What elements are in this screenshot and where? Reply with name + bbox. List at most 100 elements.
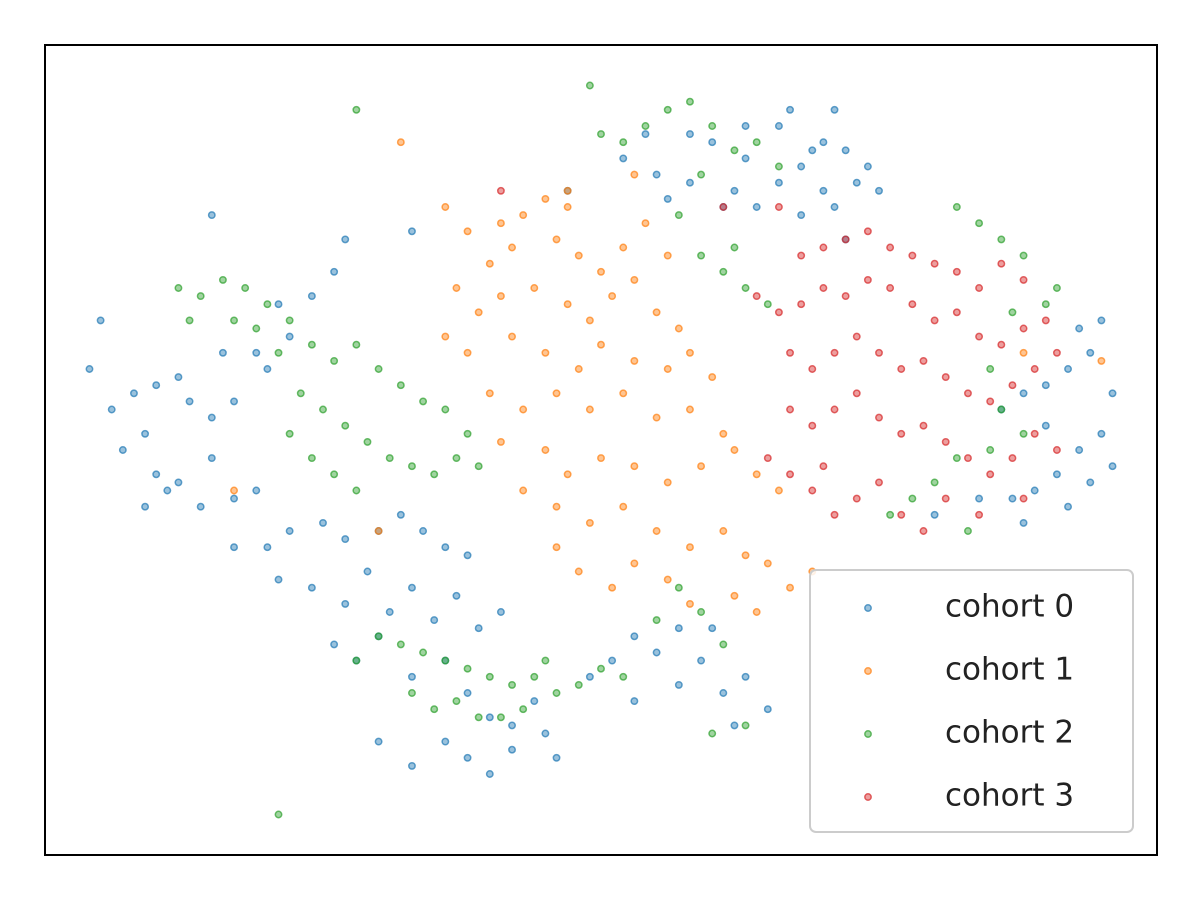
point (330, 267, 339, 276)
point (1019, 324, 1028, 333)
point (875, 478, 883, 487)
point (774, 203, 783, 211)
point (741, 672, 750, 681)
point (919, 527, 928, 535)
point (274, 810, 283, 819)
point (930, 259, 939, 268)
point (875, 186, 883, 195)
point (652, 413, 661, 422)
point (363, 437, 372, 446)
point (419, 527, 428, 535)
point (485, 713, 494, 722)
point (619, 672, 628, 681)
point (163, 486, 172, 495)
point (574, 680, 583, 689)
point (930, 510, 939, 519)
point (630, 275, 639, 284)
point (763, 454, 772, 463)
point (563, 300, 572, 309)
point (697, 251, 706, 260)
point (185, 397, 194, 406)
point (485, 672, 494, 681)
point (830, 510, 839, 519)
point (686, 599, 694, 608)
point (352, 340, 361, 349)
point (1019, 429, 1028, 438)
point (85, 365, 94, 373)
point (597, 340, 605, 349)
point (630, 462, 639, 471)
point (408, 462, 416, 471)
point (964, 389, 972, 398)
point (574, 365, 583, 373)
point (808, 365, 817, 373)
point (952, 308, 961, 317)
point (697, 608, 706, 616)
point (830, 405, 839, 414)
point (997, 259, 1006, 268)
point (819, 243, 828, 252)
point (508, 680, 516, 689)
point (385, 454, 394, 463)
point (897, 510, 906, 519)
point (585, 518, 594, 527)
point (752, 138, 761, 147)
point (252, 324, 261, 333)
point (419, 648, 428, 657)
point (774, 486, 783, 495)
point (307, 292, 316, 301)
point (352, 105, 361, 114)
point (630, 632, 639, 641)
point (330, 640, 339, 649)
point (674, 680, 683, 689)
point (997, 405, 1006, 414)
point (496, 437, 505, 446)
point (886, 284, 895, 292)
point (496, 608, 505, 616)
point (841, 235, 850, 244)
point (908, 251, 917, 260)
point (919, 356, 928, 365)
point (508, 721, 516, 730)
point (463, 348, 472, 357)
point (830, 105, 839, 114)
point (1008, 454, 1017, 463)
point (441, 737, 450, 746)
point (363, 567, 372, 576)
point (652, 308, 661, 317)
point (474, 462, 483, 471)
point (952, 454, 961, 463)
point (752, 470, 761, 479)
point (975, 284, 984, 292)
point (663, 575, 672, 584)
plot-frame (44, 44, 1158, 856)
point (319, 405, 327, 414)
point (408, 227, 416, 236)
point (474, 624, 483, 633)
point (519, 705, 528, 714)
point (919, 421, 928, 430)
point (852, 389, 861, 398)
point (408, 689, 416, 697)
point (207, 454, 216, 463)
point (641, 130, 650, 139)
point (708, 138, 717, 147)
point (485, 259, 494, 268)
point (930, 316, 939, 325)
point (541, 446, 550, 454)
point (719, 267, 728, 276)
point (619, 389, 628, 398)
point (830, 348, 839, 357)
point (741, 284, 750, 292)
point (230, 543, 238, 552)
point (986, 397, 995, 406)
point (852, 178, 861, 187)
point (352, 486, 361, 495)
point (952, 203, 961, 211)
point (1052, 446, 1061, 454)
point (519, 486, 528, 495)
point (1030, 429, 1039, 438)
point (585, 672, 594, 681)
point (630, 170, 639, 179)
point (174, 478, 183, 487)
